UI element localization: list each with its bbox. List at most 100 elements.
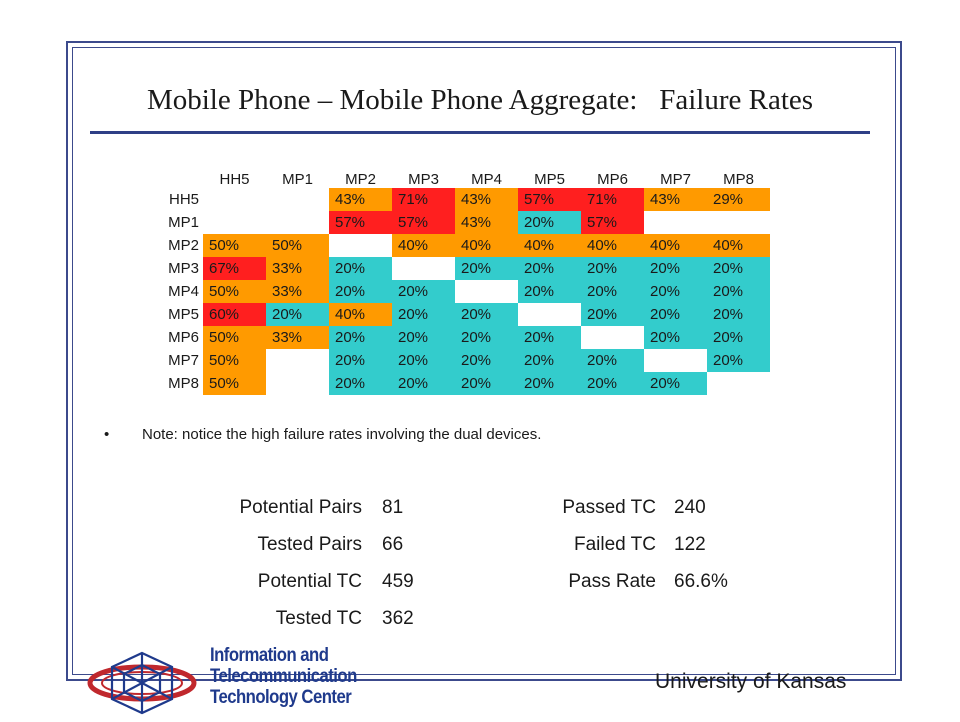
- rate-cell: 71%: [581, 188, 644, 211]
- rate-cell: [707, 211, 770, 234]
- rate-cell: [266, 188, 329, 211]
- row-header: MP7: [168, 352, 199, 369]
- footer-university: University of Kansas: [655, 670, 847, 693]
- rate-cell: 20%: [707, 349, 770, 372]
- rate-cell: [518, 303, 581, 326]
- rate-cell: 57%: [392, 211, 455, 234]
- rate-cell: 43%: [329, 188, 392, 211]
- row-header: MP3: [168, 260, 199, 277]
- itc-logo-emblem-icon: [87, 651, 197, 715]
- rate-cell: 20%: [518, 257, 581, 280]
- rate-cell: 20%: [644, 303, 707, 326]
- rate-cell: 40%: [518, 234, 581, 257]
- rate-cell: [581, 326, 644, 349]
- rate-cell: 20%: [644, 280, 707, 303]
- rate-cell: 20%: [392, 349, 455, 372]
- column-header: MP5: [534, 171, 565, 188]
- matrix-row: MP2 50% 50% 40% 40% 40% 40% 40% 40%: [148, 234, 770, 257]
- logo-line-1: Information and: [210, 645, 329, 666]
- rate-cell: 40%: [392, 234, 455, 257]
- rate-cell: [266, 211, 329, 234]
- stat-value: 240: [674, 497, 706, 518]
- rate-cell: 67%: [203, 257, 266, 280]
- stat-label: Potential Pairs: [239, 497, 362, 518]
- matrix-row: MP3 67% 33% 20% 20% 20% 20% 20% 20%: [148, 257, 770, 280]
- row-header: MP2: [168, 237, 199, 254]
- stat-label: Tested TC: [275, 608, 362, 629]
- rate-cell: 20%: [329, 326, 392, 349]
- column-header: MP7: [660, 171, 691, 188]
- stat-label: Tested Pairs: [257, 534, 362, 555]
- row-header: MP1: [168, 214, 199, 231]
- failure-rate-matrix: HH5 MP1 MP2 MP3 MP4 MP5 MP6 MP7 MP8 HH5 43% 71% 43%…: [148, 165, 770, 395]
- rate-cell: 20%: [392, 326, 455, 349]
- matrix-row: MP8 50% 20% 20% 20% 20% 20% 20%: [148, 372, 770, 395]
- row-header: MP6: [168, 329, 199, 346]
- rate-cell: 40%: [455, 234, 518, 257]
- rate-cell: 20%: [329, 349, 392, 372]
- stat-value: 81: [382, 497, 404, 518]
- rate-cell: 50%: [203, 280, 266, 303]
- stat-label: Passed TC: [562, 497, 656, 518]
- rate-cell: [266, 372, 329, 395]
- rate-cell: 60%: [203, 303, 266, 326]
- matrix-row: MP1 57% 57% 43% 20% 57%: [148, 211, 770, 234]
- matrix-row: MP7 50% 20% 20% 20% 20% 20% 20%: [148, 349, 770, 372]
- rate-cell: 20%: [329, 257, 392, 280]
- rate-cell: [203, 188, 266, 211]
- rate-cell: 20%: [518, 211, 581, 234]
- slide-title: Mobile Phone – Mobile Phone Aggregate: F…: [146, 84, 814, 116]
- rate-cell: 20%: [518, 326, 581, 349]
- rate-cell: 20%: [455, 372, 518, 395]
- rate-cell: 20%: [707, 326, 770, 349]
- rate-cell: 20%: [392, 372, 455, 395]
- rate-cell: 20%: [518, 280, 581, 303]
- column-header: MP2: [345, 171, 376, 188]
- rate-cell: 20%: [644, 257, 707, 280]
- rate-cell: 20%: [581, 257, 644, 280]
- rate-cell: 20%: [455, 303, 518, 326]
- matrix-header-row: HH5 MP1 MP2 MP3 MP4 MP5 MP6 MP7 MP8: [148, 165, 770, 188]
- rate-cell: 33%: [266, 326, 329, 349]
- rate-cell: [266, 349, 329, 372]
- rate-cell: 20%: [329, 280, 392, 303]
- rate-cell: 20%: [707, 280, 770, 303]
- column-header: MP4: [471, 171, 502, 188]
- logo-line-2: Telecommunication: [210, 666, 357, 687]
- column-header: MP6: [597, 171, 628, 188]
- rate-cell: 20%: [644, 326, 707, 349]
- rate-cell: 40%: [329, 303, 392, 326]
- rate-cell: [329, 234, 392, 257]
- rate-cell: 20%: [266, 303, 329, 326]
- stat-value: 459: [382, 571, 414, 592]
- rate-cell: 20%: [518, 372, 581, 395]
- rate-cell: 20%: [581, 349, 644, 372]
- row-header: HH5: [168, 191, 199, 208]
- rate-cell: 29%: [707, 188, 770, 211]
- row-header: MP5: [168, 306, 199, 323]
- rate-cell: 20%: [581, 280, 644, 303]
- rate-cell: 33%: [266, 280, 329, 303]
- rate-cell: 20%: [707, 303, 770, 326]
- rate-cell: 43%: [644, 188, 707, 211]
- stat-value: 122: [674, 534, 706, 555]
- rate-cell: [203, 211, 266, 234]
- rate-cell: [644, 211, 707, 234]
- rate-cell: 20%: [581, 303, 644, 326]
- stat-value: 66.6%: [674, 571, 728, 592]
- matrix-row: HH5 43% 71% 43% 57% 71% 43% 29%: [148, 188, 770, 211]
- rate-cell: 50%: [266, 234, 329, 257]
- column-header: HH5: [219, 171, 250, 188]
- rate-cell: 20%: [455, 257, 518, 280]
- matrix-row: MP5 60% 20% 40% 20% 20% 20% 20% 20%: [148, 303, 770, 326]
- rate-cell: 20%: [329, 372, 392, 395]
- rate-cell: 40%: [707, 234, 770, 257]
- stat-value: 66: [382, 534, 404, 555]
- logo-line-3: Technology Center: [210, 687, 352, 708]
- rate-cell: [392, 257, 455, 280]
- rate-cell: 20%: [392, 303, 455, 326]
- rate-cell: 20%: [707, 257, 770, 280]
- rate-cell: 43%: [455, 188, 518, 211]
- note-line: • Note: notice the high failure rates inv…: [104, 426, 541, 443]
- rate-cell: [707, 372, 770, 395]
